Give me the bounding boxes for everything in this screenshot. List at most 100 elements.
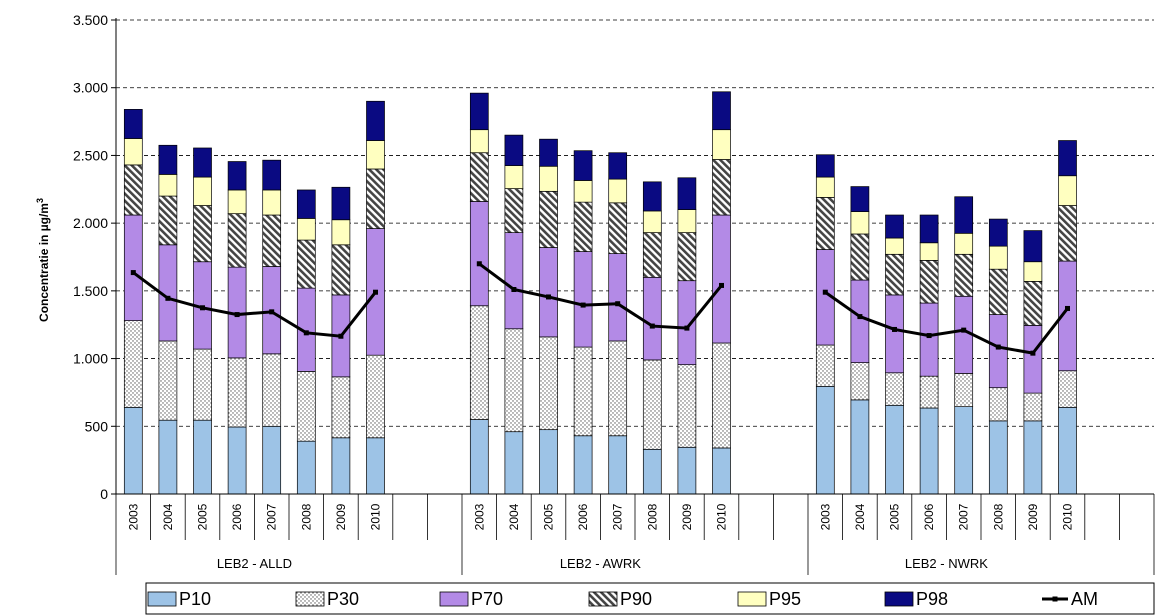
- year-label: 2010: [715, 503, 729, 530]
- bar-p70-2008: [988, 314, 1008, 389]
- year-label: 2008: [645, 503, 659, 530]
- y-tick-label: 0: [100, 486, 108, 502]
- am-marker: [615, 301, 621, 307]
- am-lines: [130, 261, 1070, 356]
- bar-p95-2009: [677, 209, 697, 233]
- bar-p70-2010: [712, 214, 731, 344]
- y-tick-label: 1.500: [73, 283, 108, 299]
- bar-p95-2010: [366, 140, 385, 170]
- bar-p90-2008: [988, 268, 1008, 315]
- bar-p30-2006: [227, 357, 247, 428]
- bar-p10-2007: [262, 425, 282, 495]
- am-marker: [200, 305, 205, 311]
- y-tick-label: 2.000: [73, 215, 108, 231]
- bar-p98-2008: [988, 218, 1008, 247]
- bar-p98-2009: [331, 186, 351, 221]
- bar-p90-2003: [469, 152, 489, 202]
- group-label: LEB2 - ALLD: [217, 556, 292, 571]
- y-axis-title: Concentratie in µg/m3: [35, 198, 51, 322]
- legend-item-am: AM: [1042, 589, 1098, 609]
- y-tick-label: 3.000: [73, 80, 108, 96]
- bar-p30-2008: [988, 387, 1008, 422]
- legend: P10 P30 P70 P90 P95 P98 AM: [145, 582, 1155, 615]
- bar-p30-2007: [608, 340, 628, 437]
- year-label: 2006: [576, 503, 590, 530]
- year-label: 2006: [230, 503, 244, 530]
- bar-p10-2009: [677, 446, 697, 495]
- bar-p98-2010: [1058, 140, 1077, 177]
- legend-swatch-p30: [295, 591, 325, 607]
- year-label: 2003: [472, 503, 486, 530]
- bar-p98-2010: [712, 91, 731, 131]
- year-label: 2007: [265, 503, 279, 530]
- bar-p90-2003: [815, 197, 835, 250]
- y-tick-label: 1.000: [73, 351, 108, 367]
- bar-p70-2003: [123, 214, 143, 322]
- bar-p90-2008: [642, 232, 662, 278]
- bar-p90-2010: [1058, 205, 1077, 262]
- am-marker: [684, 325, 690, 331]
- bar-p70-2007: [608, 253, 628, 342]
- bar-p10-2005: [539, 429, 558, 495]
- bar-p95-2007: [608, 178, 628, 204]
- year-label: 2004: [507, 503, 521, 530]
- am-marker: [303, 330, 309, 336]
- am-marker: [1030, 350, 1036, 356]
- bar-p10-2006: [227, 426, 247, 495]
- x-axis-labels: 2003 2004 2005 2006 2007 2008 2009 2010 LEB2 - A…: [126, 503, 1074, 571]
- bar-p95-2007: [262, 189, 282, 216]
- bar-p10-2009: [331, 437, 351, 495]
- bar-p95-2005: [885, 237, 904, 255]
- bar-p30-2009: [1023, 392, 1043, 422]
- am-marker: [1065, 305, 1070, 311]
- am-marker: [580, 302, 586, 308]
- am-marker: [719, 282, 724, 288]
- bar-p90-2007: [608, 202, 628, 254]
- bar-p98-2007: [608, 152, 628, 180]
- year-label: 2007: [957, 503, 971, 530]
- bar-p95-2003: [815, 176, 835, 198]
- bar-p98-2008: [642, 181, 662, 212]
- bar-p10-2004: [850, 399, 870, 495]
- bar-p95-2004: [504, 165, 524, 189]
- am-marker: [961, 327, 967, 333]
- gridlines: [116, 19, 1154, 427]
- bar-p90-2010: [366, 168, 385, 229]
- bar-p10-2003: [123, 406, 143, 495]
- year-label: 2004: [161, 503, 175, 530]
- legend-label: P90: [620, 589, 652, 609]
- bar-p95-2003: [123, 138, 143, 166]
- y-tick-label: 500: [85, 418, 109, 434]
- bar-p30-2005: [193, 348, 212, 421]
- year-label: 2009: [334, 503, 348, 530]
- bar-p90-2009: [677, 232, 697, 282]
- legend-swatch-p90: [588, 591, 618, 607]
- legend-swatch-p10: [147, 591, 177, 607]
- bar-p70-2005: [885, 294, 904, 374]
- bar-p30-2006: [573, 346, 593, 437]
- bar-p10-2005: [885, 404, 904, 495]
- bar-p98-2006: [227, 161, 247, 191]
- bar-p70-2004: [504, 232, 524, 330]
- bar-p10-2004: [504, 431, 524, 495]
- bar-p95-2004: [158, 174, 178, 197]
- bar-p30-2003: [469, 305, 489, 420]
- am-marker: [995, 344, 1001, 350]
- year-label: 2005: [196, 503, 210, 530]
- bar-p30-2004: [850, 362, 870, 401]
- am-marker: [269, 309, 275, 315]
- bar-p70-2006: [573, 251, 593, 348]
- legend-label: AM: [1071, 589, 1098, 609]
- year-label: 2005: [542, 503, 556, 530]
- legend-item-p70: P70: [439, 589, 503, 609]
- am-line-0: [132, 271, 377, 338]
- bar-p98-2005: [885, 214, 904, 239]
- bar-p98-2004: [158, 144, 178, 175]
- year-label: 2007: [611, 503, 625, 530]
- legend-item-p10: P10: [147, 589, 211, 609]
- bar-p10-2009: [1023, 420, 1043, 495]
- am-marker: [130, 270, 136, 276]
- bar-p70-2008: [642, 276, 662, 361]
- bar-p95-2010: [712, 129, 731, 160]
